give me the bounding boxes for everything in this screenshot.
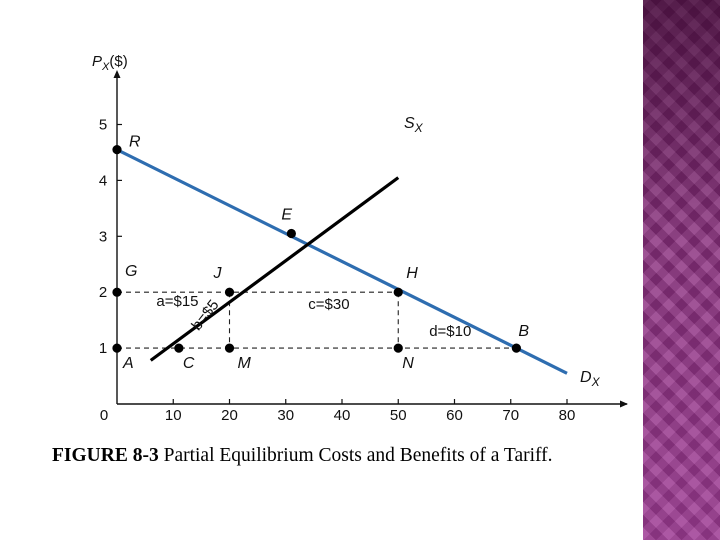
point-E — [286, 228, 296, 239]
y-tick-label: 4 — [99, 172, 107, 189]
x-tick-label: 0 — [100, 407, 108, 424]
point-label-A: A — [122, 355, 134, 372]
point-H — [393, 287, 403, 297]
area-label: c=$30 — [308, 296, 349, 313]
y-tick-label: 1 — [99, 340, 107, 357]
point-label-M: M — [238, 355, 252, 372]
point-label-J: J — [213, 265, 223, 282]
y-tick-label: 2 — [99, 284, 107, 301]
y-tick-label: 5 — [99, 117, 107, 134]
point-label-B: B — [518, 323, 529, 340]
point-label-H: H — [406, 265, 418, 282]
supply-curve-label: SX — [404, 115, 424, 135]
figure-caption-text: Partial Equilibrium Costs and Benefits o… — [158, 445, 553, 466]
point-M — [224, 343, 235, 353]
x-tick-label: 70 — [502, 407, 519, 424]
area-label: a=$15 — [156, 293, 198, 310]
point-N — [393, 343, 403, 353]
x-tick-label: 60 — [446, 407, 463, 424]
point-J — [224, 287, 235, 297]
x-tick-label: 40 — [334, 407, 351, 424]
point-label-N: N — [402, 355, 414, 372]
point-R — [112, 145, 122, 155]
x-tick-label: 50 — [390, 407, 407, 424]
point-A — [112, 343, 122, 353]
chart: 0 10 20 30 40 50 60 70 80 1 2 3 4 5 PX($) DX SX R E G J H A C M… — [92, 53, 628, 424]
demand-curve — [116, 148, 568, 375]
demand-curve-label: DX — [580, 369, 601, 389]
area-label: d=$10 — [429, 323, 471, 340]
figure-number: FIGURE 8-3 — [52, 445, 159, 466]
point-label-C: C — [183, 355, 195, 372]
point-label-R: R — [129, 134, 141, 151]
y-axis-title: PX($) — [92, 53, 128, 73]
x-tick-label: 30 — [277, 407, 294, 424]
x-tick-label: 10 — [165, 407, 182, 424]
y-tick-label: 3 — [99, 228, 107, 245]
figure-caption: FIGURE 8-3 Partial Equilibrium Costs and… — [52, 445, 692, 467]
point-G — [112, 287, 122, 297]
y-axis-arrow-icon — [113, 70, 121, 78]
x-axis-arrow-icon — [620, 400, 628, 408]
point-label-G: G — [125, 263, 137, 280]
point-label-E: E — [281, 207, 292, 224]
x-tick-label: 80 — [559, 407, 576, 424]
decorative-side-band — [643, 0, 720, 540]
point-C — [174, 343, 184, 353]
supply-curve — [149, 176, 400, 362]
point-B — [511, 343, 521, 353]
x-tick-label: 20 — [221, 407, 238, 424]
